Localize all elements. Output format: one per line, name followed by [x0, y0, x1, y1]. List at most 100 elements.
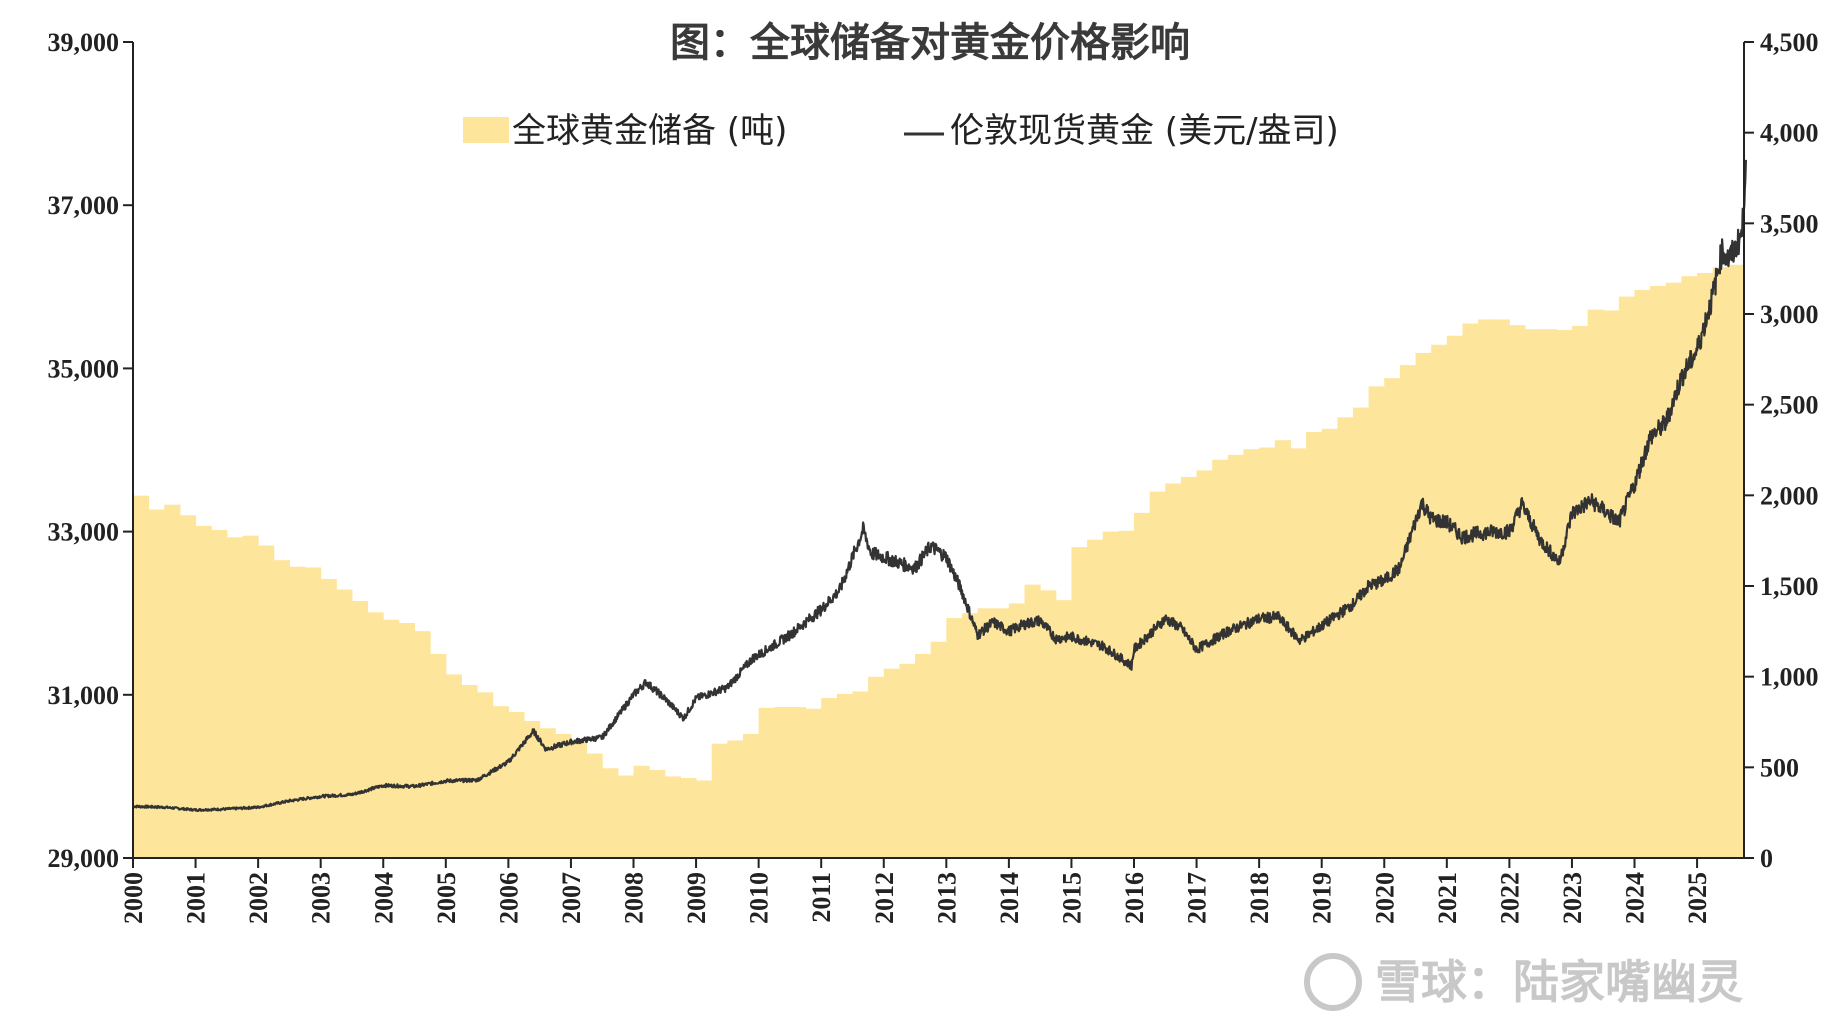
reserve-bar — [305, 567, 322, 858]
reserve-bar — [868, 676, 885, 858]
reserve-bar — [836, 693, 853, 858]
x-tick-label: 2002 — [244, 872, 273, 924]
right-tick-label: 3,500 — [1760, 209, 1819, 238]
reserve-bar — [696, 780, 713, 858]
x-tick-label: 2013 — [932, 872, 961, 924]
reserve-bar — [1650, 285, 1667, 858]
reserve-bar — [1118, 530, 1135, 858]
x-tick-label: 2011 — [807, 872, 836, 923]
reserve-bar — [1274, 440, 1291, 858]
x-tick-label: 2020 — [1370, 872, 1399, 924]
right-tick-label: 2,000 — [1760, 481, 1819, 510]
reserve-bar — [1493, 319, 1510, 858]
reserve-bar — [258, 545, 275, 858]
reserve-bar — [1087, 539, 1104, 858]
reserve-bar — [1337, 417, 1354, 858]
x-tick-label: 2017 — [1183, 872, 1212, 924]
x-tick-label: 2010 — [745, 872, 774, 924]
reserve-bar — [226, 537, 243, 858]
reserve-bar — [1603, 310, 1620, 858]
x-tick-label: 2004 — [369, 872, 398, 924]
x-tick-label: 2018 — [1245, 872, 1274, 924]
reserve-bar — [742, 733, 760, 858]
reserve-bar — [320, 578, 337, 858]
right-tick-label: 3,000 — [1760, 300, 1819, 329]
reserve-bar — [821, 698, 838, 858]
reserve-bar — [1446, 335, 1463, 858]
reserve-bar — [1149, 491, 1166, 858]
reserve-bar — [1478, 319, 1495, 858]
reserve-bar — [1212, 459, 1229, 858]
reserve-bar — [1618, 296, 1636, 858]
left-tick-label: 31,000 — [48, 681, 120, 710]
reserve-bar — [1227, 454, 1244, 858]
right-tick-label: 1,500 — [1760, 572, 1819, 601]
axes — [132, 42, 1745, 859]
reserve-bar — [242, 535, 259, 858]
reserve-bar — [1008, 603, 1026, 858]
reserve-bar — [351, 600, 369, 858]
reserve-bar — [148, 509, 165, 858]
reserve-bar — [539, 728, 556, 858]
x-tick-label: 2016 — [1120, 872, 1149, 924]
reserve-bar — [508, 711, 525, 858]
reserve-bar — [133, 495, 150, 858]
x-tick-label: 2007 — [557, 872, 586, 924]
reserve-bar — [586, 753, 603, 858]
reserve-bar — [1321, 428, 1338, 858]
reserve-bar — [1384, 378, 1401, 858]
x-tick-label: 2023 — [1558, 872, 1587, 924]
gold-price-line-series — [132, 159, 1747, 813]
x-tick-label: 2021 — [1433, 872, 1462, 924]
reserves-area-series — [133, 264, 1745, 859]
reserve-bar — [1243, 449, 1260, 858]
reserve-bar — [445, 674, 462, 858]
reserve-bar — [1259, 447, 1276, 858]
reserve-bar — [211, 529, 228, 858]
right-axis-ticks: 0 500 1,000 1,500 2,000 2,500 3,000 3,500 4,000 4… — [1744, 28, 1819, 873]
reserve-bar — [492, 706, 509, 858]
reserve-bar — [179, 515, 197, 858]
x-tick-label: 2000 — [119, 872, 148, 924]
reserve-bar — [1462, 323, 1479, 858]
legend: 全球黄金储备 (吨) 伦敦现货黄金 (美元/盎司) — [463, 111, 1339, 151]
x-tick-label: 2022 — [1495, 872, 1524, 924]
reserve-bar — [789, 707, 807, 858]
x-tick-label: 2012 — [870, 872, 899, 924]
reserve-bar — [1368, 386, 1385, 858]
reserve-bar — [680, 778, 697, 858]
x-tick-label: 2025 — [1683, 872, 1712, 924]
x-tick-label: 2005 — [432, 872, 461, 924]
reserve-bar — [852, 691, 869, 858]
reserve-bar — [805, 708, 822, 858]
reserve-bar — [1540, 329, 1557, 858]
reserve-bar — [930, 641, 947, 858]
reserve-bar — [524, 720, 541, 858]
reserve-bar — [774, 707, 791, 858]
left-tick-label: 29,000 — [48, 844, 120, 873]
x-tick-label: 2014 — [995, 872, 1024, 924]
right-tick-label: 4,000 — [1760, 119, 1819, 148]
reserve-bar — [273, 560, 290, 858]
reserve-bar — [336, 589, 353, 858]
watermark: 雪球：陆家嘴幽灵 — [1304, 953, 1743, 1011]
reserve-bar — [461, 685, 478, 858]
reserve-bar — [1415, 352, 1432, 858]
reserve-bar — [1055, 600, 1072, 858]
reserve-bar — [1587, 309, 1604, 858]
reserve-bar — [1102, 531, 1119, 858]
reserve-bar — [1728, 264, 1745, 858]
reserve-bar — [1024, 584, 1041, 858]
reserve-bar — [727, 740, 744, 858]
reserve-bar — [617, 775, 635, 858]
reserve-bar — [961, 613, 979, 858]
reserve-bar — [1040, 590, 1057, 858]
reserve-bar — [1134, 512, 1151, 858]
reserve-bar — [758, 707, 775, 858]
reserve-bar — [1681, 276, 1698, 858]
x-tick-label: 2015 — [1057, 872, 1086, 924]
x-tick-label: 2008 — [620, 872, 649, 924]
reserve-bar — [289, 566, 306, 858]
reserve-bar — [414, 631, 431, 858]
